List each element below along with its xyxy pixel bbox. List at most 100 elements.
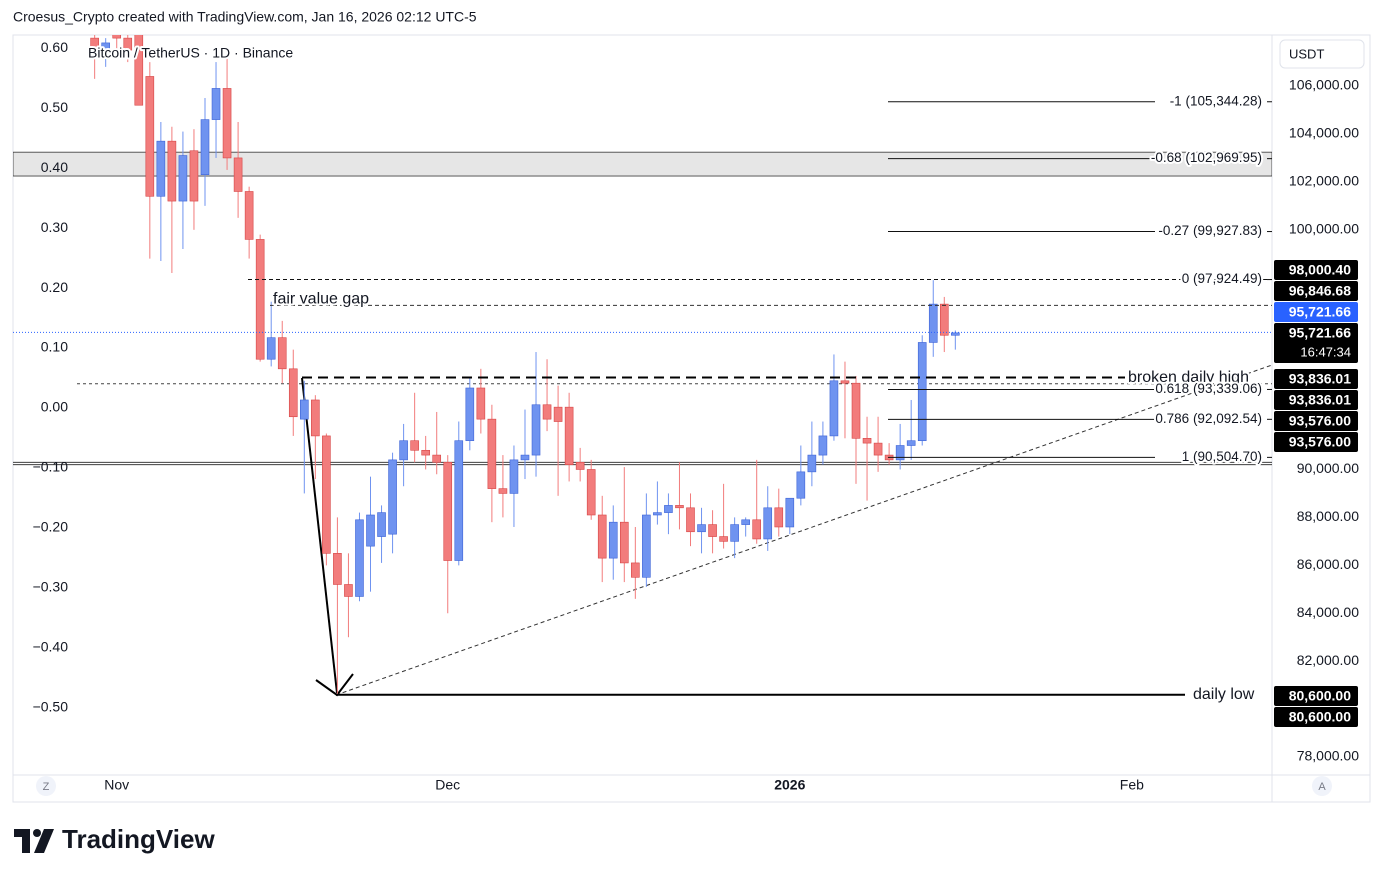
left-tick-label: −0.20 [33,519,69,535]
price-label: 95,721.66 [1289,325,1351,341]
candle-body [619,521,629,564]
price-label-box [1274,707,1358,727]
candle-body [851,382,861,439]
trend-line [335,364,1272,696]
left-tick-label: 0.50 [41,99,68,115]
candle-body [355,519,364,597]
logo-shape [33,829,41,837]
x-tick-label: Dec [435,777,460,793]
price-label: 95,721.66 [1289,304,1351,320]
price-label-box [1274,432,1358,452]
candle-body [564,406,574,465]
price-tick-label: 82,000.00 [1297,652,1359,668]
candle-body [178,155,188,202]
button-bg[interactable] [1312,776,1332,796]
candle-body [796,471,806,499]
candle-body [498,488,508,494]
button-bg[interactable] [36,776,56,796]
candle-body [686,507,695,533]
price-label: 93,836.01 [1289,371,1351,387]
price-label-box [1274,281,1358,301]
candle-body [763,507,773,540]
candle-body [951,332,960,336]
candle-body [586,469,596,516]
candle-body [167,140,177,202]
candle-body [322,435,331,554]
candle-body [664,505,673,513]
chart-border [12,34,1371,803]
left-tick-label: −0.50 [33,699,69,715]
fib-label: 0.786 (92,092.54) [1155,411,1262,426]
candle-body [774,507,784,528]
fib-label: -0.27 (99,927.83) [1158,223,1262,238]
candle-body [244,191,254,240]
candle-body [840,380,850,384]
left-tick-label: −0.10 [33,459,69,475]
candle-body [542,404,552,420]
currency-label[interactable]: USDT [1289,46,1324,61]
candle-body [266,337,276,360]
candle-body [653,512,662,516]
candle-body [785,497,795,528]
candle-body [399,440,408,461]
x-tick-label: Feb [1120,777,1144,793]
candle-body [388,459,397,535]
annotation: fair value gap [273,291,369,308]
candle-body [211,88,221,120]
price-label: 80,600.00 [1289,709,1351,725]
price-label-box [1274,390,1358,410]
candle-body [752,519,762,540]
fib-label: -1 (105,344.28) [1170,93,1262,108]
price-label: 93,576.00 [1289,434,1351,450]
price-tick-label: 78,000.00 [1297,748,1359,764]
candle-body [410,440,419,451]
candle-body [873,442,883,456]
fib-label: 0.618 (93,339.06) [1155,381,1262,396]
symbol-legend: Bitcoin / TetherUS · 1D · Binance [88,45,293,61]
candle-body [189,150,199,202]
candle-body [906,440,916,446]
currency-box[interactable] [1279,39,1365,69]
price-label-box [1274,323,1358,363]
candle-body [288,368,298,418]
candle-body [829,380,839,437]
brand-text: TradingView [62,824,215,854]
candle-body [443,461,453,561]
candle-body [862,438,872,444]
x-tick-label: Nov [104,777,129,793]
price-label: 80,600.00 [1289,688,1351,704]
candle-body [708,524,717,537]
left-tick-label: 0.00 [41,399,68,415]
zoom-button[interactable]: Z [43,781,50,793]
candle-body [134,35,144,106]
header-text: Croesus_Crypto created with TradingView.… [13,9,477,25]
candle-body [465,387,475,442]
candle-body [300,399,309,420]
candle-body [377,512,386,537]
candle-body [697,524,706,533]
left-tick-label: −0.30 [33,579,69,595]
candle-body [807,454,817,473]
candle-body [156,140,166,197]
plot-area [13,35,1272,697]
candle-body [608,521,618,559]
candle-body [631,562,640,578]
candle-body [575,461,585,470]
arrow-line [301,377,338,694]
candle-body [487,418,497,489]
fib-label: 1 (90,504.70) [1182,449,1262,464]
candle-body [719,536,728,542]
candle-body [101,42,110,58]
candle-body [200,119,210,176]
fib-label: -0.68 (102,969.95) [1151,150,1262,165]
left-tick-label: 0.60 [41,39,68,55]
auto-button[interactable]: A [1318,781,1326,793]
candle-body [454,440,464,561]
price-label-box [1274,302,1358,322]
candle-body [520,454,530,461]
price-tick-label: 86,000.00 [1297,556,1359,572]
candle-body [939,303,949,336]
candle-body [333,553,342,585]
left-tick-label: 0.10 [41,339,68,355]
candle-body [123,37,133,51]
